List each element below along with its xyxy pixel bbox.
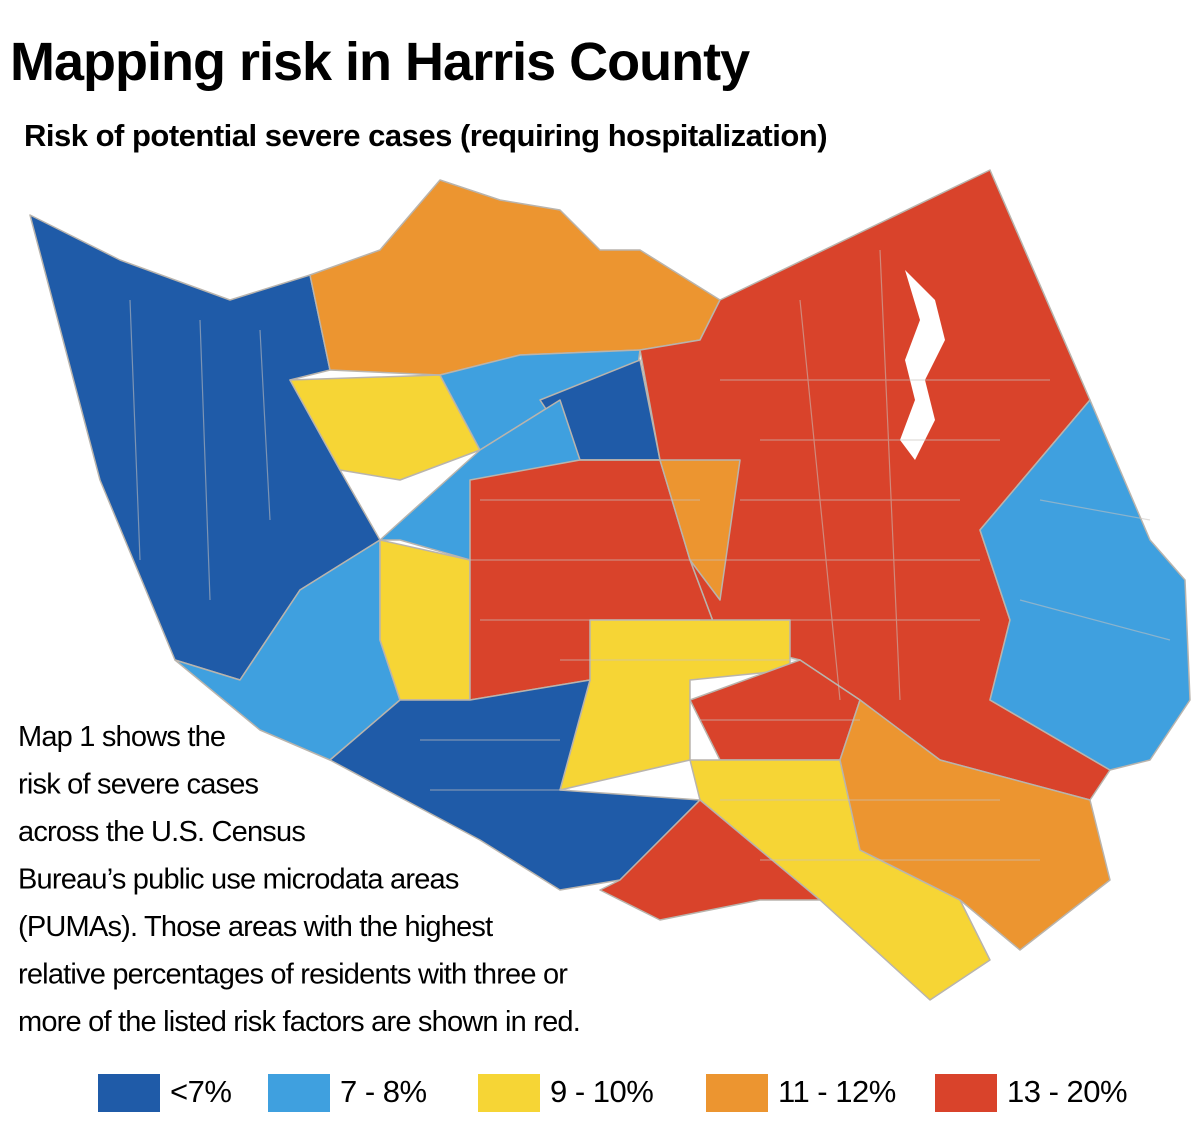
lake: [900, 270, 945, 460]
description-line: risk of severe cases: [18, 769, 259, 801]
map-region: [579, 459, 741, 601]
map-region: [379, 539, 471, 701]
legend-swatch: [478, 1074, 540, 1112]
legend-label: 11 - 12%: [778, 1074, 896, 1109]
legend-label: 7 - 8%: [340, 1074, 427, 1109]
legend-swatch: [268, 1074, 330, 1112]
county-map: [29, 169, 1191, 1001]
legend-label: 13 - 20%: [1007, 1074, 1127, 1109]
legend-label: <7%: [170, 1074, 231, 1109]
map-region: [979, 399, 1191, 771]
description-line: more of the listed risk factors are show…: [18, 1006, 580, 1038]
legend-swatch: [935, 1074, 997, 1112]
subtitle: Risk of potential severe cases (requirin…: [24, 118, 827, 153]
description-line: Bureau’s public use microdata areas: [18, 864, 459, 896]
tract-lines: [129, 249, 1171, 861]
legend: <7% 7 - 8% 9 - 10% 11 - 12% 13 - 20%: [98, 1074, 1128, 1112]
description-line: relative percentages of residents with t…: [18, 959, 568, 991]
map-region: [289, 374, 481, 481]
description-line: across the U.S. Census: [18, 816, 305, 848]
description-line: Map 1 shows the: [18, 721, 225, 753]
title: Mapping risk in Harris County: [10, 32, 750, 92]
map-region: [839, 699, 1111, 951]
legend-swatch: [706, 1074, 768, 1112]
map-region: [599, 799, 821, 921]
legend-label: 9 - 10%: [550, 1074, 653, 1109]
description-line: (PUMAs). Those areas with the highest: [18, 911, 493, 943]
legend-swatch: [98, 1074, 160, 1112]
map-region: [309, 179, 721, 376]
description: Map 1 shows the risk of severe cases acros…: [18, 721, 581, 1038]
